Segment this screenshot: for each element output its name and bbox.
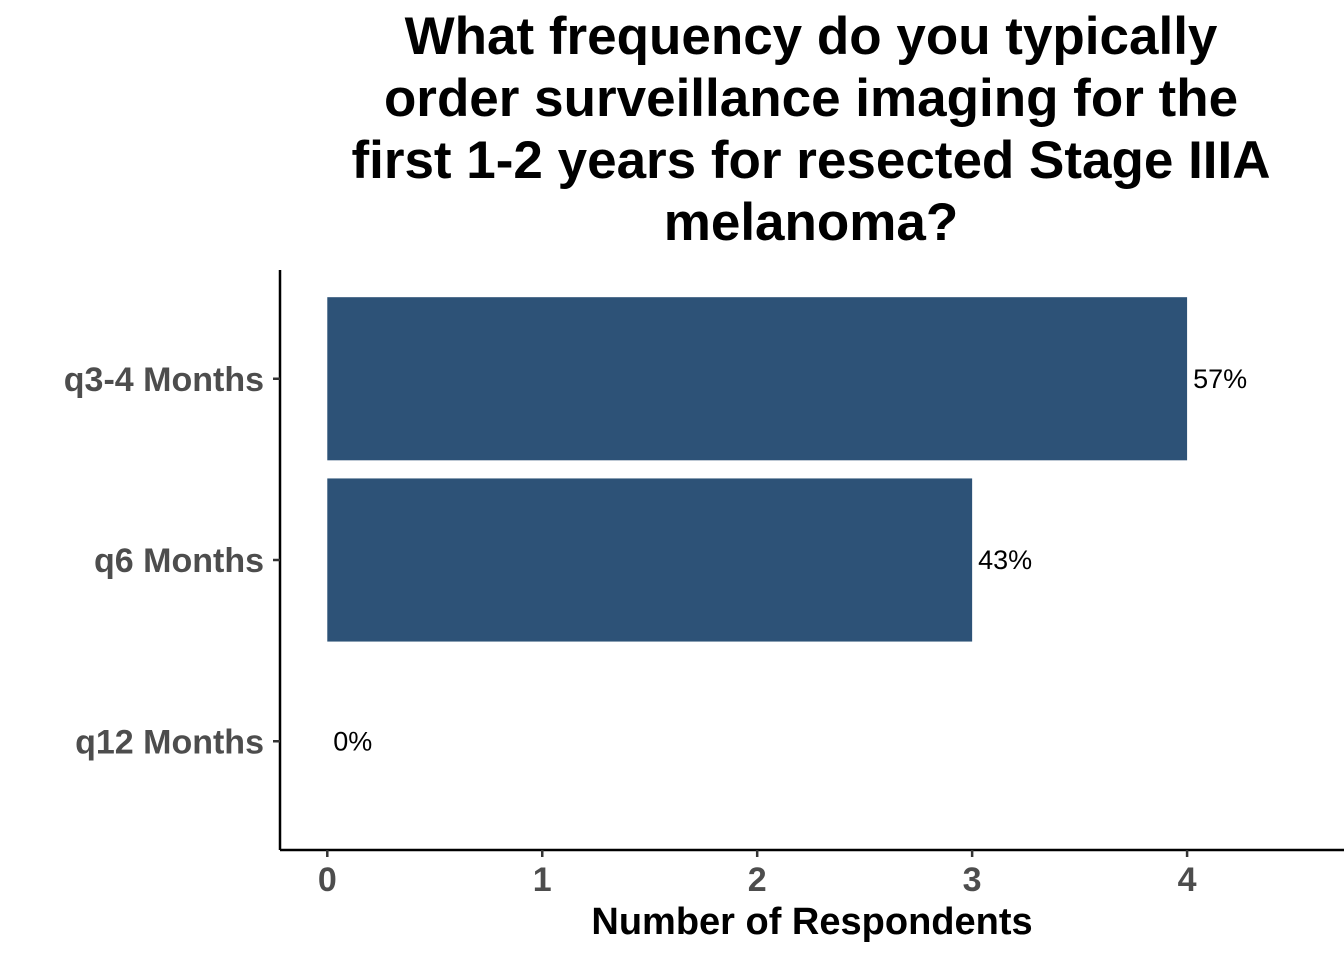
data-labels-layer: 57% 43% 0%: [333, 364, 1247, 757]
x-axis-ticks: 0 1 2 3 4: [318, 850, 1197, 899]
x-tick-label: 3: [963, 861, 982, 899]
x-tick-label: 2: [748, 861, 767, 899]
bar-data-label: 43%: [978, 545, 1032, 575]
category-label: q6 Months: [94, 542, 264, 580]
bars-layer: [327, 297, 1188, 642]
bar: [327, 297, 1188, 461]
bar: [327, 478, 973, 642]
category-label: q3-4 Months: [64, 361, 264, 399]
y-axis-ticks: q3-4 Months q6 Months q12 Months: [64, 361, 280, 761]
category-label: q12 Months: [75, 723, 264, 761]
bar-data-label: 57%: [1193, 364, 1247, 394]
bar-data-label: 0%: [333, 726, 372, 756]
x-tick-label: 4: [1178, 861, 1197, 899]
x-tick-label: 1: [533, 861, 552, 899]
x-axis-title: Number of Respondents: [591, 901, 1032, 943]
chart-title: What frequency do you typically order su…: [351, 7, 1271, 252]
x-tick-label: 0: [318, 861, 337, 899]
